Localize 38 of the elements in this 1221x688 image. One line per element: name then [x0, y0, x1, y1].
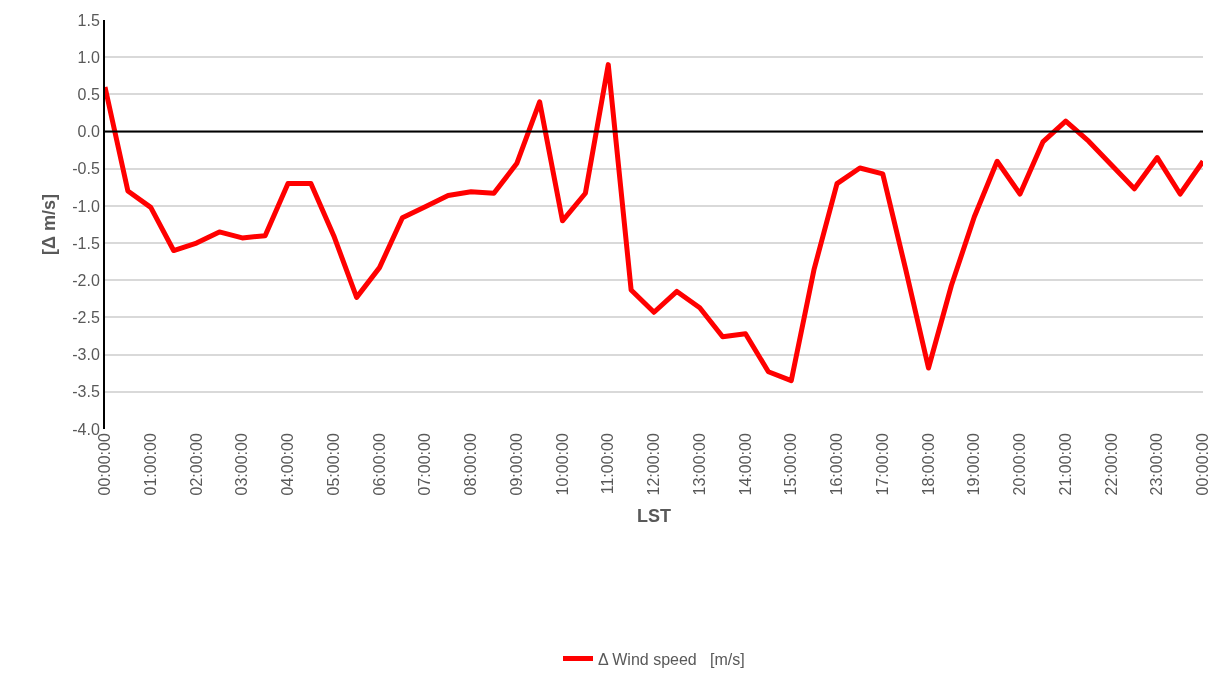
x-tick-label: 05:00:00: [324, 433, 342, 496]
y-tick-label: -1.5: [72, 234, 100, 252]
x-tick-label: 03:00:00: [233, 433, 251, 496]
x-tick-label: 21:00:00: [1056, 433, 1074, 496]
legend-label: Δ Wind speed [m/s]: [598, 650, 745, 668]
x-tick-label: 17:00:00: [873, 433, 891, 496]
y-tick-label: -3.0: [72, 346, 100, 364]
x-tick-label: 18:00:00: [919, 433, 937, 496]
x-tick-label: 16:00:00: [828, 433, 846, 496]
x-tick-label: 04:00:00: [279, 433, 297, 496]
y-tick-label: 1.5: [77, 11, 100, 29]
y-tick-label: -2.5: [72, 309, 100, 327]
y-tick-label: 1.0: [77, 48, 100, 66]
y-tick-label: -2.0: [72, 271, 100, 289]
x-tick-label: 19:00:00: [965, 433, 983, 496]
x-tick-label: 00:00:00: [1194, 433, 1212, 496]
x-tick-label: 09:00:00: [507, 433, 525, 496]
x-tick-label: 02:00:00: [187, 433, 205, 496]
x-tick-label: 13:00:00: [690, 433, 708, 496]
x-tick-label: 10:00:00: [553, 433, 571, 496]
y-tick-label: -0.5: [72, 160, 100, 178]
x-tick-label: 20:00:00: [1011, 433, 1029, 496]
y-tick-label: 0.5: [77, 85, 100, 103]
x-axis-title: LST: [637, 505, 671, 526]
x-tick-label: 22:00:00: [1102, 433, 1120, 496]
x-tick-label: 06:00:00: [370, 433, 388, 496]
x-tick-label: 14:00:00: [736, 433, 754, 496]
y-tick-label: 0.0: [77, 123, 100, 141]
y-axis-title: [Δ m/s]: [38, 194, 59, 255]
y-tick-label: -3.5: [72, 383, 100, 401]
x-tick-label: 12:00:00: [645, 433, 663, 496]
y-tick-label: -1.0: [72, 197, 100, 215]
x-tick-label: 11:00:00: [599, 433, 617, 495]
x-tick-label: 07:00:00: [416, 433, 434, 496]
x-tick-label: 01:00:00: [141, 433, 159, 496]
x-tick-label: 08:00:00: [462, 433, 480, 496]
x-tick-label: 15:00:00: [782, 433, 800, 496]
x-tick-label: 23:00:00: [1148, 433, 1166, 496]
